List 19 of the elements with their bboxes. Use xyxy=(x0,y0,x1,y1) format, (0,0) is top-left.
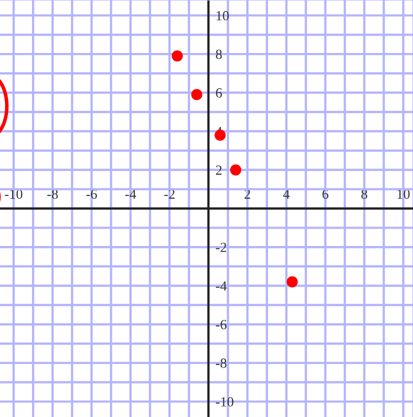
y-tick-label: -2 xyxy=(216,242,226,252)
point xyxy=(286,276,298,288)
point xyxy=(172,50,183,62)
y-tick-label: -8 xyxy=(216,358,226,368)
x-tick-label: 10 xyxy=(398,189,410,199)
x-tick-label: 4 xyxy=(283,190,290,199)
x-tick-label: -4 xyxy=(125,190,136,199)
y-tick-label: -10 xyxy=(216,397,234,407)
y-tick-label: 2 xyxy=(216,166,222,175)
point xyxy=(214,130,226,141)
x-tick-label: -8 xyxy=(47,189,58,199)
point xyxy=(191,89,202,100)
y-tick-label: -4 xyxy=(216,281,227,291)
y-tick-label: 8 xyxy=(216,50,222,60)
point xyxy=(230,164,242,176)
y-tick-label: 6 xyxy=(216,88,222,98)
x-tick-label: -10 xyxy=(4,189,22,199)
y-tick-label: -6 xyxy=(216,320,227,330)
y-tick-label: 10 xyxy=(216,11,229,20)
